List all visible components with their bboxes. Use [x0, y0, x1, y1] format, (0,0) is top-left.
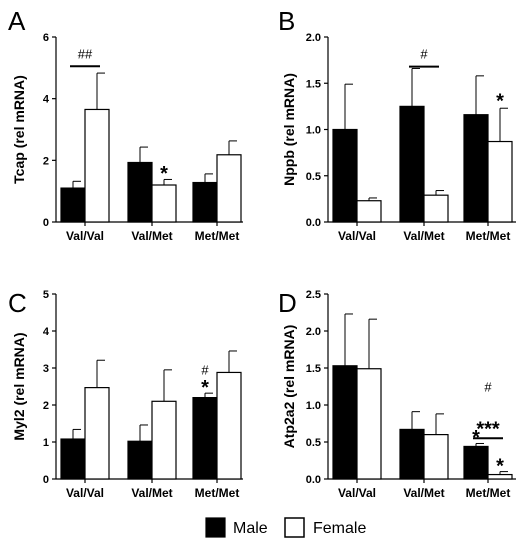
panel-d-bar-male [463, 445, 489, 480]
panel-d-ytick-label: 1.0 [306, 400, 321, 412]
panel-d-bar-female [423, 434, 449, 480]
panel-d-bar-male [332, 365, 358, 480]
panel-b-bar-male [399, 105, 425, 223]
panel-c-ytick-label: 4 [43, 326, 50, 338]
legend-female-label: Female [313, 520, 366, 537]
legend-male-swatch [205, 517, 226, 538]
panel-b-bar-female [487, 140, 513, 223]
panel-b-xtick-label: Val/Met [403, 229, 444, 243]
panel-b-label: B [278, 6, 295, 36]
panel-c-label: C [8, 288, 27, 318]
panel-c-bar-male [192, 397, 218, 480]
panel-c-xtick-label: Val/Met [131, 486, 172, 500]
panel-d-ytick-label: 0.0 [306, 474, 321, 486]
panel-a-ylabel: Tcap (rel mRNA) [11, 75, 27, 184]
panel-b-xtick-label: Met/Met [466, 229, 511, 243]
panel-c-bar-female [216, 371, 242, 480]
legend-male-label: Male [233, 520, 268, 537]
panel-d-xtick-label: Met/Met [466, 486, 511, 500]
panel-b-ytick-label: 1.0 [306, 125, 321, 137]
panel-b-bar-male [463, 114, 489, 223]
panel-d-sig-hash: # [484, 380, 492, 395]
panel-d-xtick-label: Val/Val [338, 486, 376, 500]
panel-b-sig-star: * [496, 91, 504, 113]
panel-a-ytick-label: 2 [43, 155, 49, 167]
panel-c-ylabel: Myl2 (rel mRNA) [11, 332, 27, 440]
panel-a-bar-male [192, 181, 218, 223]
panel-a-bar-male [60, 187, 86, 223]
panel-d-ytick-label: 1.5 [306, 363, 321, 375]
panel-d-xtick-label: Val/Met [403, 486, 444, 500]
panel-d-bar-female [356, 368, 382, 480]
panel-b-ytick-label: 1.5 [306, 78, 321, 90]
panel-a-xtick-label: Met/Met [195, 229, 240, 243]
panel-a-bar-female [216, 154, 242, 223]
panel-a-ytick-label: 6 [43, 32, 49, 44]
panel-c-ytick-label: 2 [43, 400, 49, 412]
panel-d-ylabel: Atp2a2 (rel mRNA) [281, 325, 297, 449]
panel-d-label: D [278, 288, 297, 318]
panel-b-ytick-label: 2.0 [306, 32, 321, 44]
panel-a-sig-text: ## [78, 46, 93, 61]
panel-d-sig-star: * [496, 456, 504, 478]
panel-a-sig-star: * [160, 163, 168, 185]
panel-b-ytick-label: 0.5 [306, 171, 321, 183]
panel-c-sig-hash: # [201, 362, 209, 377]
panel-a-label: A [8, 6, 26, 36]
panel-b-bar-male [332, 128, 358, 223]
panel-a-xtick-label: Val/Met [131, 229, 172, 243]
panel-b-xtick-label: Val/Val [338, 229, 376, 243]
panel-c-bar-male [127, 440, 153, 480]
panel-c-ytick-label: 5 [43, 289, 49, 301]
panel-b-bar-female [356, 200, 382, 223]
legend-female-swatch [284, 517, 305, 538]
panel-c-xtick-label: Val/Val [66, 486, 104, 500]
panel-d-ytick-label: 2.5 [306, 289, 321, 301]
panel-a-xtick-label: Val/Val [66, 229, 104, 243]
panel-c-ytick-label: 3 [43, 363, 49, 375]
panel-a-bar-female [151, 184, 177, 223]
panel-c-ytick-label: 1 [43, 437, 49, 449]
panel-a-ytick-label: 0 [43, 217, 49, 229]
panel-d-bar-male [399, 428, 425, 480]
panel-c-bar-female [84, 387, 110, 480]
panel-c-sig-star: * [201, 377, 209, 399]
panel-b-ylabel: Nppb (rel mRNA) [281, 73, 297, 186]
panel-a-bar-male [127, 161, 153, 223]
panel-c-bar-female [151, 400, 177, 480]
panel-c-bar-male [60, 438, 86, 480]
panel-d-ytick-label: 0.5 [306, 437, 321, 449]
panel-b-sig-text: # [420, 47, 428, 62]
panel-d-ytick-label: 2.0 [306, 326, 321, 338]
panel-a-ytick-label: 4 [43, 94, 50, 106]
panel-b-bar-female [423, 194, 449, 223]
panel-b-ytick-label: 0.0 [306, 217, 321, 229]
panel-d-sig-text: *** [476, 418, 500, 440]
panel-c-xtick-label: Met/Met [195, 486, 240, 500]
panel-c-ytick-label: 0 [43, 474, 49, 486]
panel-a-bar-female [84, 108, 110, 223]
